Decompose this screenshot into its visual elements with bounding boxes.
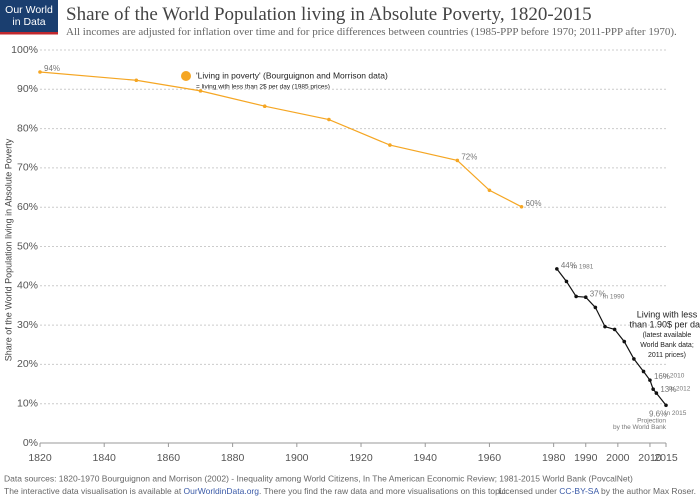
data-point bbox=[593, 305, 598, 310]
data-point bbox=[612, 327, 617, 332]
x-tick-label: 1960 bbox=[478, 452, 502, 464]
y-tick-label: 20% bbox=[17, 358, 38, 370]
footer-text: The interactive data visualisation is av… bbox=[4, 486, 184, 496]
data-point bbox=[487, 188, 492, 193]
annotation: in 2015 bbox=[665, 410, 687, 417]
legend-label: 'Living in poverty' (Bourguignon and Mor… bbox=[196, 70, 388, 80]
footer-license: Licensed under CC-BY-SA by the author Ma… bbox=[499, 486, 696, 496]
data-point bbox=[38, 70, 42, 74]
footer-link[interactable]: CC-BY-SA bbox=[559, 486, 599, 496]
y-tick-label: 70% bbox=[17, 162, 38, 174]
x-tick-label: 1820 bbox=[28, 452, 52, 464]
data-point bbox=[327, 117, 331, 122]
value-label: 72% bbox=[461, 153, 477, 162]
box-note: World Bank data; bbox=[640, 342, 694, 349]
y-tick-label: 80% bbox=[17, 122, 38, 134]
x-tick-label: 2000 bbox=[606, 452, 630, 464]
x-tick-label: 1940 bbox=[414, 452, 438, 464]
data-point bbox=[641, 369, 646, 374]
y-tick-label: 10% bbox=[17, 397, 38, 409]
y-tick-label: 100% bbox=[11, 44, 38, 56]
y-tick-label: 90% bbox=[17, 83, 38, 95]
y-tick-label: 30% bbox=[17, 319, 38, 331]
box-note: than 1.90$ per day bbox=[629, 319, 700, 329]
data-point bbox=[622, 339, 627, 344]
box-note: (latest available bbox=[643, 332, 692, 339]
value-label: 9.6% bbox=[649, 409, 667, 418]
legend-note: = living with less than 2$ per day (1985… bbox=[196, 84, 330, 91]
value-label: 16% bbox=[654, 372, 670, 381]
box-note: Living with less bbox=[637, 309, 698, 319]
x-tick-label: 2010 bbox=[638, 452, 662, 464]
annotation: in 2010 bbox=[663, 373, 685, 380]
data-point bbox=[664, 403, 668, 408]
data-point bbox=[519, 205, 524, 209]
y-tick-label: 60% bbox=[17, 201, 38, 213]
logo-text: Our World bbox=[5, 4, 53, 16]
y-tick-label: 0% bbox=[23, 437, 38, 449]
x-tick-label: 1880 bbox=[221, 452, 245, 464]
footer-note: The interactive data visualisation is av… bbox=[4, 486, 508, 496]
x-tick-label: 1840 bbox=[93, 452, 117, 464]
x-tick-label: 1920 bbox=[349, 452, 373, 464]
x-tick-label: 1980 bbox=[542, 452, 566, 464]
logo-strip bbox=[0, 32, 58, 35]
data-point bbox=[455, 158, 460, 163]
data-point bbox=[603, 324, 607, 329]
chart-title: Share of the World Population living in … bbox=[66, 4, 592, 25]
value-label: 94% bbox=[44, 64, 60, 73]
footer-text: by the author Max Roser. bbox=[599, 486, 696, 496]
logo-box bbox=[0, 0, 58, 34]
value-label: 44% bbox=[561, 261, 577, 270]
x-tick-label: 1990 bbox=[574, 452, 598, 464]
data-point bbox=[198, 89, 203, 93]
chart-subtitle: All incomes are adjusted for inflation o… bbox=[66, 26, 677, 38]
annotation: Projection bbox=[637, 418, 666, 425]
value-label: 13% bbox=[660, 385, 676, 394]
annotation: in 2012 bbox=[669, 386, 691, 393]
x-tick-label: 1860 bbox=[157, 452, 181, 464]
logo-text: in Data bbox=[12, 16, 45, 28]
data-point bbox=[648, 378, 652, 382]
data-point bbox=[388, 143, 392, 147]
data-point bbox=[555, 267, 559, 271]
data-point bbox=[574, 294, 578, 299]
x-tick-label: 2015 bbox=[654, 452, 678, 464]
data-point bbox=[654, 391, 659, 395]
data-point bbox=[134, 78, 139, 83]
footer-link[interactable]: OurWorldinData.org bbox=[184, 486, 260, 496]
value-label: 37% bbox=[590, 289, 606, 298]
footer-text: . There you find the raw data and more v… bbox=[259, 486, 508, 496]
data-point bbox=[651, 387, 655, 391]
value-label: 60% bbox=[526, 199, 542, 208]
data-point bbox=[262, 104, 267, 108]
data-point bbox=[564, 279, 569, 284]
y-tick-label: 50% bbox=[17, 240, 38, 252]
data-point bbox=[583, 295, 588, 299]
footer-source: Data sources: 1820-1970 Bourguignon and … bbox=[4, 473, 633, 483]
box-note: 2011 prices) bbox=[648, 352, 686, 359]
annotation: in 1990 bbox=[603, 294, 625, 301]
annotation: in 1981 bbox=[572, 264, 594, 271]
series-line bbox=[39, 71, 522, 208]
y-axis-title: Share of the World Population living in … bbox=[3, 138, 13, 361]
data-point bbox=[632, 357, 636, 361]
x-tick-label: 1900 bbox=[285, 452, 309, 464]
legend-marker bbox=[181, 71, 191, 81]
footer-text: Licensed under bbox=[499, 486, 560, 496]
annotation: by the World Bank bbox=[613, 424, 667, 431]
y-tick-label: 40% bbox=[17, 280, 38, 292]
